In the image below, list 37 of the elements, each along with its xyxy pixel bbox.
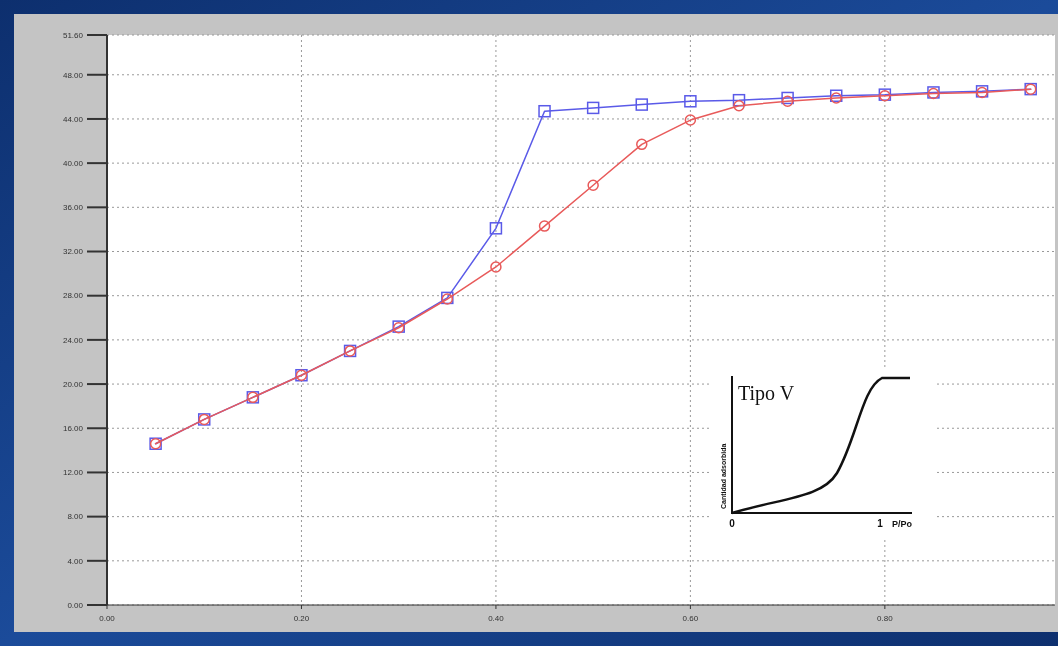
y-tick-label: 51.60	[62, 30, 84, 40]
y-tick-label: 44.00	[62, 114, 84, 124]
x-tick-label: 0.20	[293, 614, 310, 623]
point	[635, 98, 649, 111]
point	[586, 101, 600, 115]
y-tick-label: 8.00	[67, 512, 84, 522]
y-tick-label: 36.00	[62, 203, 84, 213]
y-tick-label: 24.00	[62, 335, 84, 345]
point	[490, 261, 502, 273]
y-tick-label: 4.00	[67, 556, 84, 566]
x-tick-label: 0.60	[682, 614, 699, 623]
annotation: 1	[877, 518, 884, 529]
y-tick-label: 20.00	[62, 379, 84, 389]
x-tick-label: 0.80	[877, 614, 894, 623]
x-tick-label: 0.00	[99, 614, 116, 623]
x-tick-label: 0.40	[488, 614, 505, 623]
point	[781, 91, 794, 105]
point	[684, 114, 697, 126]
point	[538, 104, 551, 118]
y-tick-label: 48.00	[62, 70, 84, 80]
annotation: Tipo V	[738, 382, 795, 405]
point	[489, 222, 503, 235]
point	[538, 220, 551, 232]
point	[587, 179, 599, 191]
annotation: P/Po	[892, 519, 913, 529]
point	[733, 99, 745, 112]
annotation: 0	[729, 518, 736, 529]
y-tick-label: 12.00	[62, 468, 84, 478]
y-tick-label: 40.00	[62, 158, 84, 168]
point	[732, 93, 746, 107]
y-tick-label: 32.00	[62, 247, 84, 257]
y-tick-label: 16.00	[62, 424, 84, 434]
point	[684, 95, 697, 108]
y-tick-label: 0.00	[67, 600, 84, 610]
point	[636, 138, 648, 151]
y-tick-label: 28.00	[62, 291, 84, 301]
point	[781, 95, 794, 108]
